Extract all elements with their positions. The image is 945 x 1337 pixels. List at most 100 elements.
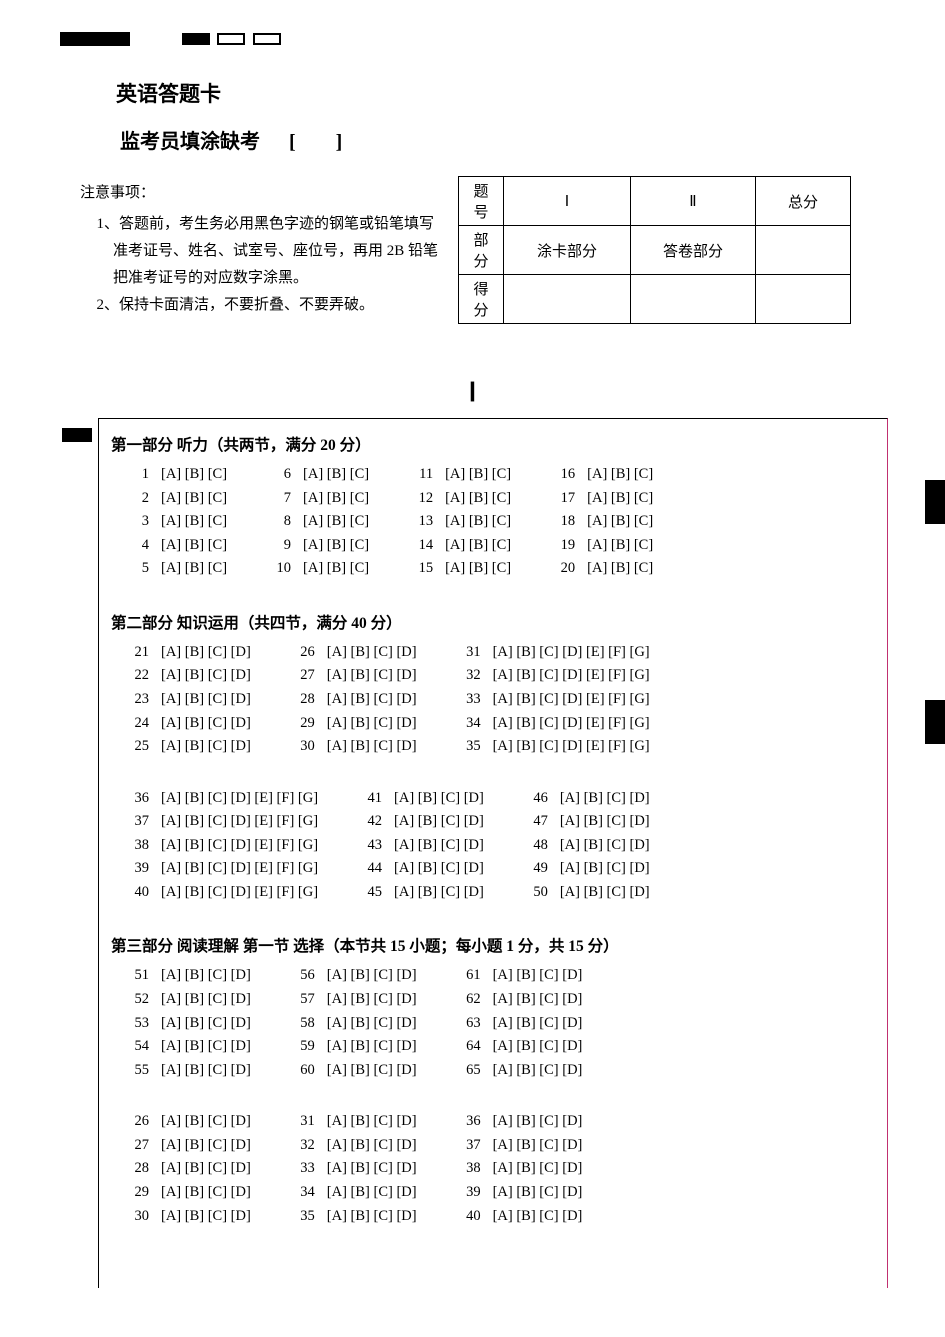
answer-bubbles[interactable]: [A] [B] [C] xyxy=(445,489,515,513)
instruction-item: 1、答题前，考生务必用黑色字迹的钢笔或铅笔填写准考证号、姓名、试室号、座位号，再… xyxy=(80,211,440,292)
answer-bubbles[interactable]: [A] [B] [C] [D] xyxy=(493,1159,587,1183)
answer-bubbles[interactable]: [A] [B] [C] [D] xyxy=(327,690,421,714)
answer-bubbles[interactable]: [A] [B] [C] [D] [E] [F] [G] xyxy=(161,836,322,860)
answer-bubbles[interactable]: [A] [B] [C] [D] [E] [F] [G] xyxy=(161,859,322,883)
answer-bubbles[interactable]: [A] [B] [C] xyxy=(587,559,657,583)
answer-bubbles[interactable]: [A] [B] [C] [D] [E] [F] [G] xyxy=(493,714,654,738)
score-row-label: 得分 xyxy=(459,275,504,324)
answer-bubbles[interactable]: [A] [B] [C] [D] xyxy=(161,1159,255,1183)
answer-bubbles[interactable]: [A] [B] [C] [D] xyxy=(161,714,255,738)
answer-bubbles[interactable]: [A] [B] [C] [D] xyxy=(161,1014,255,1038)
answer-bubbles[interactable]: [A] [B] [C] [D] xyxy=(493,1014,587,1038)
score-value-cell[interactable] xyxy=(631,275,756,324)
answer-bubbles[interactable]: [A] [B] [C] [D] xyxy=(493,1183,587,1207)
answer-bubbles[interactable]: [A] [B] [C] xyxy=(303,536,373,560)
answer-bubbles[interactable]: [A] [B] [C] [D] xyxy=(493,966,587,990)
absent-mark-box[interactable]: [ ] xyxy=(289,131,352,154)
answer-bubbles[interactable]: [A] [B] [C] [D] xyxy=(493,1207,587,1231)
answer-bubbles[interactable]: [A] [B] [C] [D] xyxy=(327,1207,421,1231)
answer-bubbles[interactable]: [A] [B] [C] [D] xyxy=(161,966,255,990)
answer-bubbles[interactable]: [A] [B] [C] [D] xyxy=(327,1014,421,1038)
answer-bubbles[interactable]: [A] [B] [C] xyxy=(303,512,373,536)
score-value-cell[interactable] xyxy=(504,275,631,324)
answer-bubbles[interactable]: [A] [B] [C] [D] xyxy=(161,643,255,667)
answer-bubbles[interactable]: [A] [B] [C] xyxy=(445,465,515,489)
answer-bubbles[interactable]: [A] [B] [C] [D] xyxy=(394,789,488,813)
question-number: 55 xyxy=(125,1061,161,1085)
answer-bubbles[interactable]: [A] [B] [C] [D] xyxy=(493,1061,587,1085)
answer-bubbles[interactable]: [A] [B] [C] [D] xyxy=(161,1112,255,1136)
answer-bubbles[interactable]: [A] [B] [C] [D] xyxy=(327,966,421,990)
answer-bubbles[interactable]: [A] [B] [C] xyxy=(587,512,657,536)
answer-bubbles[interactable]: [A] [B] [C] [D] xyxy=(327,643,421,667)
answer-bubbles[interactable]: [A] [B] [C] [D] xyxy=(560,883,654,907)
question-number: 58 xyxy=(291,1014,327,1038)
answer-bubbles[interactable]: [A] [B] [C] [D] xyxy=(327,737,421,761)
answer-bubbles[interactable]: [A] [B] [C] [D] [E] [F] [G] xyxy=(161,789,322,813)
answer-bubbles[interactable]: [A] [B] [C] [D] xyxy=(327,666,421,690)
answer-bubbles[interactable]: [A] [B] [C] xyxy=(161,489,231,513)
question-number: 22 xyxy=(125,666,161,690)
answer-bubbles[interactable]: [A] [B] [C] [D] xyxy=(327,1136,421,1160)
question-number: 16 xyxy=(551,465,587,489)
answer-bubbles[interactable]: [A] [B] [C] xyxy=(587,489,657,513)
answer-bubbles[interactable]: [A] [B] [C] [D] xyxy=(161,1183,255,1207)
question-number: 4 xyxy=(125,536,161,560)
answer-bubbles[interactable]: [A] [B] [C] [D] xyxy=(493,1136,587,1160)
answer-bubbles[interactable]: [A] [B] [C] [D] xyxy=(394,836,488,860)
answer-bubbles[interactable]: [A] [B] [C] [D] xyxy=(161,690,255,714)
answer-bubbles[interactable]: [A] [B] [C] [D] [E] [F] [G] xyxy=(493,666,654,690)
answer-bubbles[interactable]: [A] [B] [C] [D] [E] [F] [G] xyxy=(493,690,654,714)
score-part-cell: 答卷部分 xyxy=(631,226,756,275)
answer-bubbles[interactable]: [A] [B] [C] [D] xyxy=(394,883,488,907)
answer-bubbles[interactable]: [A] [B] [C] [D] xyxy=(327,1183,421,1207)
answer-bubbles[interactable]: [A] [B] [C] [D] xyxy=(327,1061,421,1085)
answer-bubbles[interactable]: [A] [B] [C] xyxy=(445,559,515,583)
answer-bubbles[interactable]: [A] [B] [C] [D] xyxy=(560,859,654,883)
answer-bubbles[interactable]: [A] [B] [C] [D] xyxy=(493,1037,587,1061)
answer-bubbles[interactable]: [A] [B] [C] [D] xyxy=(493,1112,587,1136)
answer-bubbles[interactable]: [A] [B] [C] [D] xyxy=(161,990,255,1014)
answer-bubbles[interactable]: [A] [B] [C] xyxy=(587,536,657,560)
answer-bubbles[interactable]: [A] [B] [C] xyxy=(161,536,231,560)
answer-bubbles[interactable]: [A] [B] [C] [D] xyxy=(161,666,255,690)
answer-bubbles[interactable]: [A] [B] [C] xyxy=(445,512,515,536)
answer-bubbles[interactable]: [A] [B] [C] [D] xyxy=(394,812,488,836)
question-number: 26 xyxy=(125,1112,161,1136)
answer-bubbles[interactable]: [A] [B] [C] [D] xyxy=(161,1037,255,1061)
answer-bubbles[interactable]: [A] [B] [C] [D] [E] [F] [G] xyxy=(493,737,654,761)
instruction-item: 2、保持卡面清洁，不要折叠、不要弄破。 xyxy=(80,292,440,319)
answer-bubbles[interactable]: [A] [B] [C] [D] xyxy=(327,990,421,1014)
answer-bubbles[interactable]: [A] [B] [C] [D] [E] [F] [G] xyxy=(493,643,654,667)
answer-bubbles[interactable]: [A] [B] [C] [D] xyxy=(560,836,654,860)
answer-bubbles[interactable]: [A] [B] [C] xyxy=(303,489,373,513)
answer-bubbles[interactable]: [A] [B] [C] [D] xyxy=(327,714,421,738)
answer-bubbles[interactable]: [A] [B] [C] [D] xyxy=(161,1207,255,1231)
answer-bubbles[interactable]: [A] [B] [C] xyxy=(445,536,515,560)
answer-bubbles[interactable]: [A] [B] [C] [D] xyxy=(327,1159,421,1183)
answer-bubbles[interactable]: [A] [B] [C] [D] xyxy=(161,1136,255,1160)
answer-bubbles[interactable]: [A] [B] [C] [D] xyxy=(560,812,654,836)
answer-bubbles[interactable]: [A] [B] [C] [D] xyxy=(560,789,654,813)
question-number: 20 xyxy=(551,559,587,583)
question-number: 46 xyxy=(524,789,560,813)
question-number: 9 xyxy=(267,536,303,560)
question-number: 29 xyxy=(291,714,327,738)
answer-bubbles[interactable]: [A] [B] [C] [D] xyxy=(161,737,255,761)
answer-bubbles[interactable]: [A] [B] [C] [D] [E] [F] [G] xyxy=(161,883,322,907)
answer-bubbles[interactable]: [A] [B] [C] xyxy=(303,465,373,489)
answer-bubbles[interactable]: [A] [B] [C] xyxy=(161,512,231,536)
answer-bubbles[interactable]: [A] [B] [C] [D] xyxy=(493,990,587,1014)
answer-bubbles[interactable]: [A] [B] [C] [D] [E] [F] [G] xyxy=(161,812,322,836)
answer-bubbles[interactable]: [A] [B] [C] xyxy=(303,559,373,583)
score-value-cell[interactable] xyxy=(756,275,851,324)
question-number: 27 xyxy=(291,666,327,690)
answer-bubbles[interactable]: [A] [B] [C] xyxy=(161,465,231,489)
answer-bubbles[interactable]: [A] [B] [C] [D] xyxy=(327,1037,421,1061)
answer-bubbles[interactable]: [A] [B] [C] xyxy=(161,559,231,583)
answer-bubbles[interactable]: [A] [B] [C] [D] xyxy=(327,1112,421,1136)
question-number: 35 xyxy=(457,737,493,761)
answer-bubbles[interactable]: [A] [B] [C] [D] xyxy=(161,1061,255,1085)
answer-bubbles[interactable]: [A] [B] [C] xyxy=(587,465,657,489)
answer-bubbles[interactable]: [A] [B] [C] [D] xyxy=(394,859,488,883)
